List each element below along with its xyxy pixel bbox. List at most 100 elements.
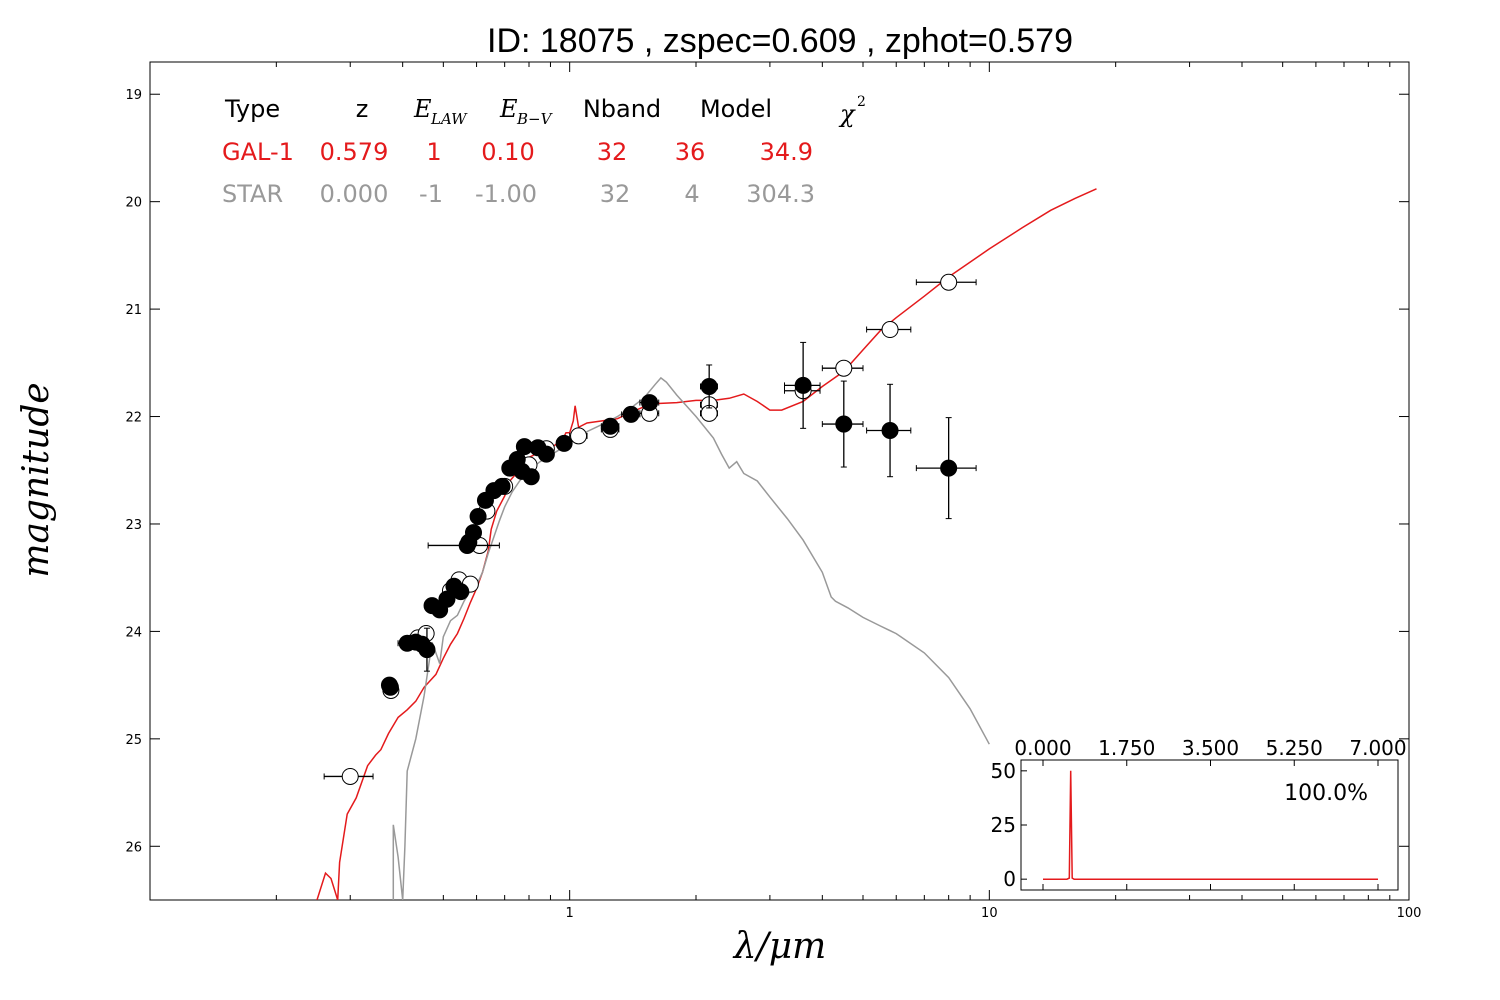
observed-marker: [835, 415, 853, 433]
inset-frame: [1020, 759, 1399, 891]
inset-ticks: 0.000 1.750 3.500 5.250 7.000 0 25 50: [991, 736, 1407, 891]
observed-point: [522, 468, 540, 486]
observed-point: [783, 341, 821, 429]
observed-point: [639, 394, 660, 412]
observed-point: [493, 477, 511, 495]
fit-table: Type z E LAW E B−V Nband Model χ 2 GAL-1…: [222, 94, 866, 208]
x-tick-label: 100: [1397, 906, 1422, 921]
observed-marker: [522, 468, 540, 486]
gal-elaw: 1: [426, 138, 441, 166]
gal-type: GAL-1: [222, 138, 294, 166]
star-chi2: 304.3: [746, 180, 815, 208]
observed-marker: [940, 459, 958, 477]
table-header-nband: Nband: [583, 95, 661, 123]
gal-model: 36: [675, 138, 706, 166]
plot-frame: [149, 61, 1410, 901]
observed-point: [699, 364, 718, 409]
model-marker: [835, 359, 853, 377]
observed-marker: [537, 445, 555, 463]
model-marker: [881, 321, 899, 339]
chart-title: ID: 18075 , zspec=0.609 , zphot=0.579: [487, 22, 1073, 60]
observed-marker: [601, 417, 619, 435]
pdf-inset: 0.000 1.750 3.500 5.250 7.000 0 25 50 100.0%: [991, 736, 1407, 891]
inset-y-tick-label: 50: [991, 759, 1016, 783]
star-type: STAR: [222, 180, 283, 208]
inset-x-tick-label: 1.750: [1098, 736, 1155, 760]
table-header-type: Type: [224, 95, 280, 123]
observed-point: [537, 445, 555, 463]
table-header-ebv: E B−V: [499, 95, 554, 128]
model-point: [915, 273, 977, 291]
observed-point: [381, 678, 399, 696]
model-point: [569, 427, 588, 445]
points-layer: [323, 273, 977, 785]
observed-point: [821, 380, 864, 468]
y-tick-label: 24: [125, 625, 142, 640]
observed-marker: [438, 590, 456, 608]
inset-x-tick-label: 3.500: [1182, 736, 1239, 760]
observed-point: [600, 417, 620, 435]
model-point: [699, 404, 718, 422]
y-tick-label: 23: [125, 518, 142, 533]
y-tick-label: 25: [125, 733, 142, 748]
x-tick-label: 1: [566, 906, 574, 921]
x-tick-label: 10: [981, 906, 998, 921]
model-point: [866, 321, 912, 339]
observed-marker: [452, 583, 470, 601]
series-layer: [316, 188, 1097, 900]
star-nband: 32: [600, 180, 631, 208]
observed-point: [465, 524, 483, 542]
observed-point: [915, 417, 977, 520]
observed-marker: [465, 524, 483, 542]
inset-x-tick-label: 7.000: [1349, 736, 1406, 760]
inset-y-tick-label: 25: [991, 813, 1016, 837]
y-axis-label-text: magnitude: [16, 382, 57, 577]
observed-marker: [555, 434, 573, 452]
y-tick-label: 26: [125, 840, 142, 855]
gal-chi2: 34.9: [760, 138, 813, 166]
table-header-z: z: [356, 95, 369, 123]
model-marker: [341, 767, 359, 785]
svg-text:LAW: LAW: [430, 110, 468, 128]
y-tick-label: 22: [125, 411, 142, 426]
star-sed-line: [392, 376, 990, 900]
svg-text:E: E: [499, 95, 518, 123]
observed-marker: [469, 507, 487, 525]
pdf-line: [1043, 770, 1378, 880]
observed-point: [452, 583, 470, 601]
model-point: [821, 359, 864, 377]
model-point: [323, 767, 374, 785]
observed-point: [621, 405, 641, 423]
star-elaw: -1: [419, 180, 443, 208]
inset-annotation: 100.0%: [1284, 781, 1368, 806]
y-axis-label: magnitude: [16, 382, 57, 577]
observed-marker: [418, 641, 436, 659]
svg-text:B−V: B−V: [516, 110, 554, 128]
svg-text:χ: χ: [838, 100, 856, 128]
observed-marker: [700, 377, 718, 395]
observed-marker: [493, 477, 511, 495]
y-tick-label: 19: [125, 88, 142, 103]
observed-point: [866, 383, 912, 478]
gal-nband: 32: [597, 138, 628, 166]
observed-marker: [794, 376, 812, 394]
observed-marker: [381, 678, 399, 696]
gal-ebv: 0.10: [481, 138, 534, 166]
inset-x-tick-label: 5.250: [1266, 736, 1323, 760]
observed-point: [555, 434, 573, 452]
observed-marker: [641, 394, 659, 412]
observed-point: [515, 438, 533, 456]
gal-1-sed-line: [316, 188, 1097, 900]
observed-point: [418, 627, 436, 672]
star-model: 4: [684, 180, 699, 208]
star-ebv: -1.00: [475, 180, 537, 208]
table-header-elaw: E LAW: [413, 95, 468, 128]
observed-marker: [881, 422, 899, 440]
model-marker: [570, 427, 588, 445]
y-tick-label: 20: [125, 196, 142, 211]
svg-text:2: 2: [857, 94, 866, 110]
observed-point: [469, 507, 487, 525]
inset-x-tick-label: 0.000: [1014, 736, 1071, 760]
